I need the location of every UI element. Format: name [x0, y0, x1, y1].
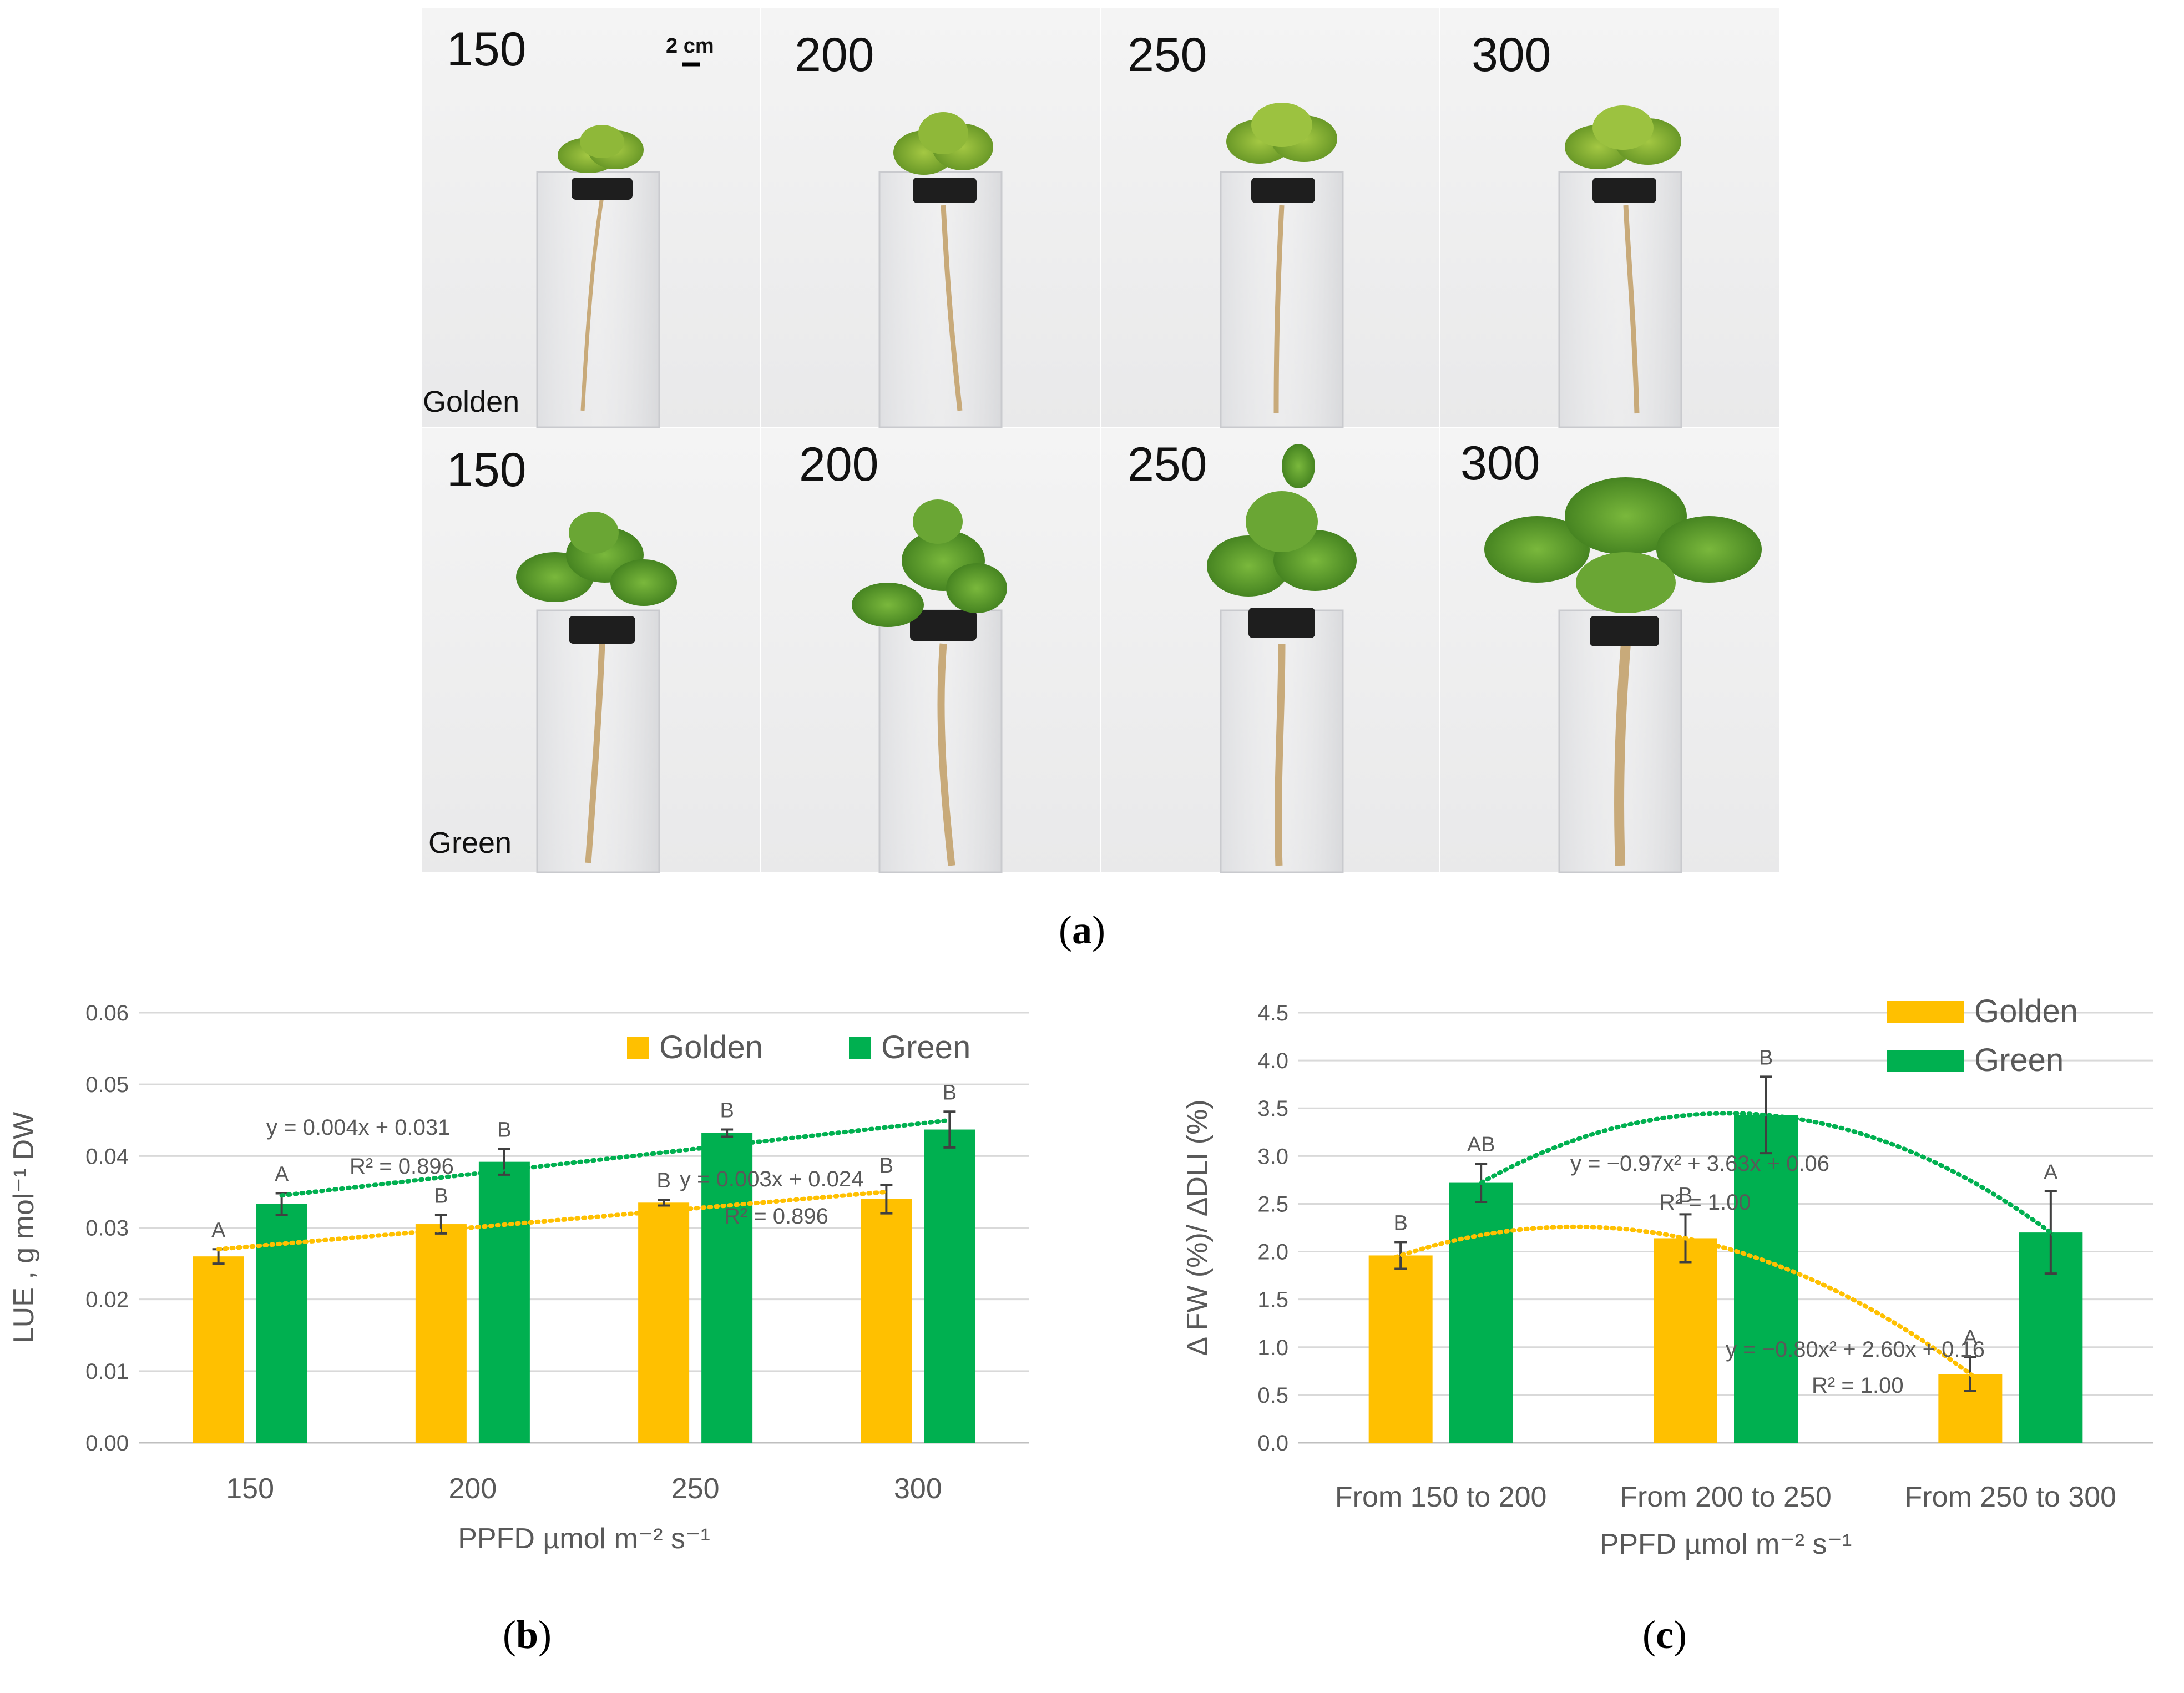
- chart-b-legend-label-golden: Golden: [659, 1029, 763, 1065]
- chart-c-y-axis-title: Δ FW (%)/ ΔDLI (%): [1181, 1099, 1214, 1356]
- chart-c-legend-swatch-green: [1887, 1050, 1964, 1072]
- chart-c-bar-green: [1449, 1182, 1513, 1443]
- chart-c-significance-letter: A: [2044, 1161, 2058, 1184]
- chart-c-legend-label-golden: Golden: [1974, 993, 2078, 1029]
- chart-c-y-tick-label: 3.5: [1257, 1096, 1288, 1121]
- chart-c-significance-letter: B: [1393, 1211, 1407, 1235]
- chart-b-trendline-equation: y = 0.003x + 0.024: [680, 1167, 863, 1191]
- chart-b-trendline-r2: R² = 0.896: [724, 1204, 828, 1229]
- scale-bar-label: 2 cm: [666, 34, 714, 58]
- chart-c-trendline-r2: R² = 1.00: [1812, 1373, 1904, 1398]
- ppfd-label-green-150: 150: [447, 443, 527, 497]
- row-label-green: Green: [428, 826, 512, 860]
- chart-c-significance-letter: B: [1679, 1184, 1692, 1207]
- chart-b-significance-letter: B: [497, 1118, 511, 1141]
- chart-b-bar-golden: [861, 1199, 912, 1443]
- chart-c-y-tick-label: 2.0: [1257, 1240, 1288, 1265]
- chart-b-y-tick-label: 0.01: [85, 1360, 129, 1384]
- chart-b-trendline-r2: R² = 0.896: [350, 1154, 454, 1179]
- green-plant-150: [516, 512, 677, 873]
- chart-b-bar-green: [478, 1161, 530, 1443]
- caption-b: (b): [502, 1613, 552, 1657]
- chart-c-significance-letter: B: [1759, 1046, 1773, 1069]
- chart-b-significance-letter: B: [656, 1169, 670, 1192]
- chart-b-x-axis-title: PPFD µmol m⁻² s⁻¹: [458, 1523, 710, 1555]
- ppfd-label-golden-200: 200: [795, 28, 874, 82]
- chart-b-significance-letter: A: [275, 1163, 289, 1186]
- ppfd-label-green-200: 200: [799, 438, 879, 491]
- chart-c-bar-green: [1734, 1115, 1798, 1443]
- golden-plant-200: [878, 112, 1003, 428]
- chart-c-bar-green: [2019, 1232, 2083, 1443]
- chart-b-y-tick-label: 0.03: [85, 1216, 129, 1241]
- chart-b-trendline-equation: y = 0.004x + 0.031: [266, 1115, 450, 1140]
- chart-c-y-tick-label: 4.0: [1257, 1049, 1288, 1073]
- golden-plant-150: [536, 125, 660, 428]
- plant-photo-grid: [422, 8, 1779, 873]
- chart-b-x-tick-label: 200: [448, 1473, 497, 1505]
- row-label-golden: Golden: [423, 385, 520, 418]
- chart-c-y-tick-label: 0.5: [1257, 1383, 1288, 1408]
- caption-a: (a): [1059, 908, 1105, 952]
- chart-c-legend-label-green: Green: [1974, 1042, 2064, 1078]
- chart-c-bar-golden: [1938, 1374, 2003, 1443]
- chart-b-bar-golden: [415, 1224, 467, 1443]
- golden-plant-250: [1220, 103, 1344, 428]
- chart-b-bar-golden: [193, 1256, 244, 1443]
- chart-b-y-axis-title: LUE , g mol⁻¹ DW: [8, 1112, 40, 1344]
- caption-c: (c): [1642, 1613, 1687, 1657]
- chart-c-y-tick-label: 4.5: [1257, 1001, 1288, 1025]
- chart-b-bar-green: [924, 1129, 975, 1443]
- chart-b-legend-label-green: Green: [881, 1029, 970, 1065]
- chart-c-trendline-golden: [1387, 1224, 1984, 1385]
- chart-c-y-tick-label: 1.5: [1257, 1288, 1288, 1312]
- chart-c-trendline-r2: R² = 1.00: [1659, 1190, 1751, 1215]
- golden-plant-300: [1558, 105, 1682, 428]
- chart-c-bar-golden: [1654, 1238, 1717, 1443]
- chart-b-y-tick-label: 0.06: [85, 1001, 129, 1025]
- chart-c-y-tick-label: 3.0: [1257, 1144, 1288, 1169]
- chart-c-y-tick-label: 0.0: [1257, 1431, 1288, 1456]
- chart-c-trendline-equation: y = −0.80x² + 2.60x + 0.16: [1726, 1337, 1985, 1362]
- chart-b-y-tick-label: 0.04: [85, 1144, 129, 1169]
- chart-b-legend-swatch-green: [849, 1037, 871, 1059]
- chart-c-y-tick-label: 1.0: [1257, 1336, 1288, 1360]
- ppfd-label-green-300: 300: [1460, 437, 1540, 490]
- green-plant-300: [1484, 477, 1762, 873]
- chart-b-legend-swatch-golden: [627, 1037, 649, 1059]
- chart-b-significance-letter: B: [720, 1099, 734, 1123]
- chart-b-x-tick-label: 250: [671, 1473, 720, 1505]
- chart-b-trendline-green: [279, 1118, 952, 1198]
- ppfd-label-green-250: 250: [1128, 438, 1207, 491]
- chart-b-trendline-golden: [216, 1189, 889, 1252]
- chart-c-trendline-green: [1468, 1111, 2064, 1244]
- chart-c-x-tick-label: From 250 to 300: [1905, 1481, 2117, 1513]
- chart-c-x-axis-title: PPFD µmol m⁻² s⁻¹: [1600, 1528, 1852, 1560]
- chart-b-y-tick-label: 0.00: [85, 1431, 129, 1456]
- chart-c-trendline-equation: y = −0.97x² + 3.63x + 0.06: [1570, 1151, 1829, 1176]
- chart-b-significance-letter: B: [879, 1154, 893, 1177]
- chart-c-x-tick-label: From 200 to 250: [1620, 1481, 1832, 1513]
- chart-b-x-tick-label: 150: [226, 1473, 274, 1505]
- green-plant-200: [852, 499, 1007, 873]
- chart-b-significance-letter: B: [943, 1081, 957, 1104]
- chart-c-legend-swatch-golden: [1887, 1001, 1964, 1023]
- chart-b-significance-letter: A: [211, 1219, 226, 1242]
- chart-b-bar-golden: [638, 1202, 690, 1443]
- chart-c-significance-letter: A: [1963, 1326, 1978, 1350]
- ppfd-label-golden-150: 150: [447, 23, 527, 76]
- chart-c-significance-letter: AB: [1467, 1133, 1495, 1156]
- chart-b-x-tick-label: 300: [894, 1473, 942, 1505]
- ppfd-label-golden-300: 300: [1472, 28, 1551, 82]
- ppfd-label-golden-250: 250: [1128, 28, 1207, 82]
- chart-b-y-tick-label: 0.05: [85, 1073, 129, 1097]
- green-plant-250: [1207, 444, 1357, 873]
- chart-b-y-tick-label: 0.02: [85, 1288, 129, 1312]
- chart-c-y-tick-label: 2.5: [1257, 1192, 1288, 1216]
- chart-b-bar-green: [256, 1204, 307, 1443]
- chart-b-significance-letter: B: [434, 1184, 448, 1207]
- chart-b-bar-green: [701, 1133, 753, 1443]
- chart-c-x-tick-label: From 150 to 200: [1335, 1481, 1547, 1513]
- chart-c-bar-golden: [1368, 1255, 1433, 1443]
